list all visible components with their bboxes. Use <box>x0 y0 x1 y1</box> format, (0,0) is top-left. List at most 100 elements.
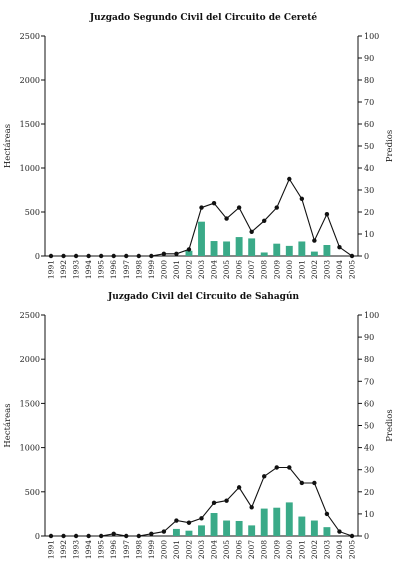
line-point <box>312 238 317 243</box>
chart-title: Juzgado Civil del Circuito de Sahagún <box>107 291 300 302</box>
line-point <box>211 500 217 506</box>
left-tick-label: 0 <box>35 532 40 541</box>
right-tick-label: 0 <box>364 532 369 541</box>
line-point <box>337 529 342 534</box>
x-tick-label: 2005 <box>222 260 231 279</box>
x-tick-label: 1994 <box>84 260 93 279</box>
left-tick-label: 1000 <box>20 444 40 453</box>
line-point <box>174 251 179 256</box>
bar <box>273 243 281 256</box>
right-tick-label: 30 <box>364 186 374 195</box>
right-tick-label: 70 <box>364 377 374 386</box>
right-tick-label: 90 <box>364 333 374 342</box>
line-point <box>61 253 66 259</box>
line-point <box>186 247 192 252</box>
x-tick-label: 1992 <box>59 540 68 559</box>
line-point <box>73 253 79 259</box>
x-tick-label: 2000 <box>159 260 168 279</box>
x-tick-label: 1995 <box>97 540 106 559</box>
x-tick-label: 2008 <box>260 260 269 279</box>
bar <box>210 241 218 256</box>
bar <box>310 251 318 256</box>
x-tick-label: 1999 <box>147 540 156 559</box>
bar <box>273 507 281 536</box>
left-tick-label: 1500 <box>20 120 40 129</box>
left-tick-label: 500 <box>25 208 40 217</box>
x-tick-label: 2005 <box>348 260 357 279</box>
chart-panel-2: Juzgado Civil del Circuito de Sahagún 0 50… <box>2 291 395 559</box>
right-tick-label: 60 <box>364 399 374 408</box>
right-tick-label: 20 <box>364 208 374 217</box>
x-tick-label: 2005 <box>348 540 357 559</box>
x-tick-label: 1991 <box>47 540 56 559</box>
x-tick-label: 2003 <box>197 540 206 559</box>
x-tick-label: 1997 <box>122 260 131 279</box>
line-point <box>274 205 279 210</box>
bar <box>285 245 293 256</box>
line-point <box>98 533 104 539</box>
line-point <box>299 480 305 486</box>
x-tick-label: 2004 <box>335 260 344 279</box>
x-tick-label: 2002 <box>310 260 319 279</box>
line-point <box>262 218 267 223</box>
line-point <box>48 253 54 259</box>
x-tick-label: 2007 <box>247 260 256 279</box>
x-tick-label: 2004 <box>210 260 219 279</box>
line-point <box>186 520 192 525</box>
x-tick-label: 1995 <box>97 260 106 279</box>
line-point <box>124 533 129 539</box>
line-point <box>299 196 305 201</box>
bar <box>298 516 306 536</box>
bar <box>198 525 205 536</box>
line-point <box>136 533 141 539</box>
x-tick-label: 2009 <box>272 540 281 559</box>
x-tick-label: 1992 <box>59 260 68 279</box>
right-tick-label: 50 <box>364 142 374 151</box>
x-tick-label: 2004 <box>210 540 219 559</box>
x-tick-label: 2001 <box>297 260 306 279</box>
line-point <box>211 201 217 206</box>
line-point <box>262 474 267 479</box>
line-point <box>249 229 254 234</box>
x-tick-label: 2003 <box>322 260 331 279</box>
line-point <box>161 529 167 534</box>
x-tick-label: 2006 <box>235 260 244 279</box>
right-tick-label: 20 <box>364 488 374 497</box>
line-point <box>274 465 279 470</box>
bar <box>248 525 256 536</box>
bar <box>248 238 256 256</box>
x-tick-label: 2007 <box>247 540 256 559</box>
line-point <box>86 533 91 539</box>
right-tick-label: 0 <box>364 252 369 261</box>
line-point <box>111 531 116 536</box>
line-point <box>224 498 229 503</box>
x-tick-label: 2003 <box>322 540 331 559</box>
line-point <box>86 253 91 259</box>
right-axis-label: Predios <box>385 409 395 441</box>
bar <box>210 513 218 536</box>
line-point <box>249 505 254 510</box>
bar <box>235 237 243 256</box>
right-tick-label: 70 <box>364 98 374 107</box>
x-tick-label: 2008 <box>260 540 269 559</box>
line-point <box>98 253 104 259</box>
x-tick-label: 1994 <box>84 540 93 559</box>
x-tick-label: 1996 <box>109 540 118 559</box>
line-point <box>48 533 54 539</box>
bar <box>198 221 205 256</box>
line-point <box>111 253 116 259</box>
x-tick-label: 1999 <box>147 260 156 279</box>
x-tick-label: 2006 <box>235 540 244 559</box>
line-point <box>224 216 229 221</box>
bar <box>260 508 268 536</box>
left-axis-label: Hectáreas <box>2 403 13 447</box>
bar <box>285 502 293 536</box>
x-tick-label: 1998 <box>134 540 143 559</box>
bar <box>185 250 193 256</box>
bar <box>323 245 331 256</box>
bar <box>172 528 180 536</box>
left-tick-label: 1500 <box>20 399 40 408</box>
line-point <box>324 511 330 517</box>
x-tick-label: 2000 <box>159 540 168 559</box>
x-tick-label: 2001 <box>297 540 306 559</box>
